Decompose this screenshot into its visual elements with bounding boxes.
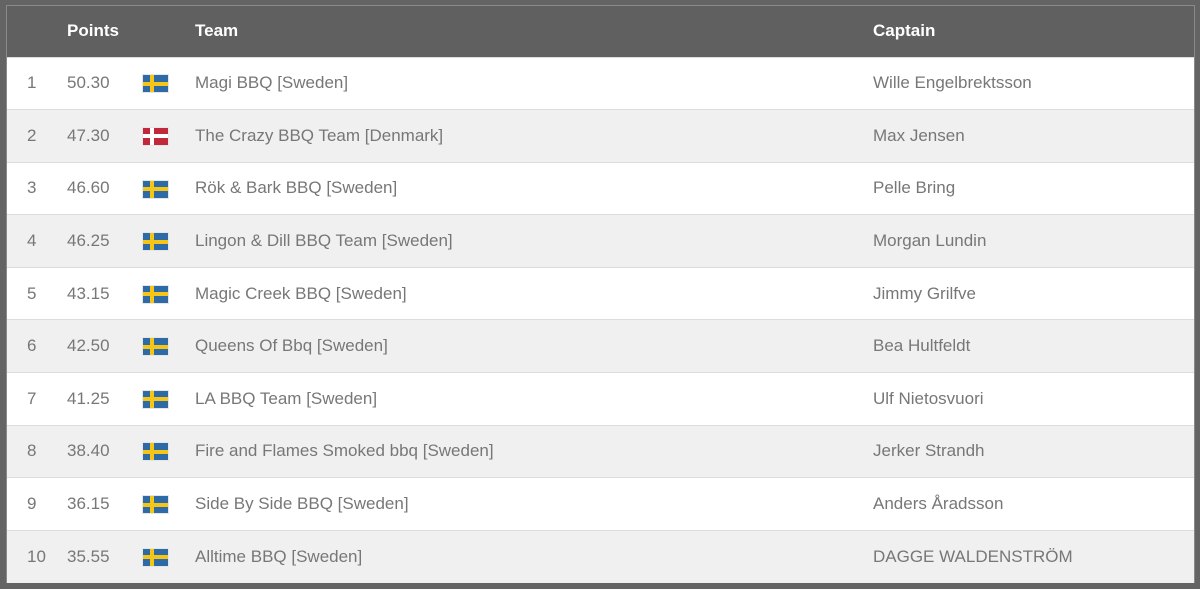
points-cell: 47.30 bbox=[67, 125, 110, 145]
captain-cell: Morgan Lundin bbox=[873, 231, 987, 251]
denmark-flag-icon bbox=[143, 127, 168, 145]
captain-cell: Bea Hultfeldt bbox=[873, 336, 971, 356]
table-row[interactable]: 8 38.40 Fire and Flames Smoked bbq [Sweden… bbox=[7, 425, 1194, 478]
points-cell: 41.25 bbox=[67, 388, 110, 408]
rank-cell: 10 bbox=[27, 546, 46, 566]
standings-table: Points Team Captain 1 50.30 Magi BBQ [Swed… bbox=[7, 6, 1194, 583]
table-row[interactable]: 1 50.30 Magi BBQ [Sweden] Wille Engelbrekts… bbox=[7, 57, 1194, 110]
team-cell: The Crazy BBQ Team [Denmark] bbox=[195, 125, 444, 145]
rank-cell: 3 bbox=[27, 178, 37, 198]
sweden-flag-icon bbox=[143, 496, 168, 514]
flag-cell bbox=[143, 320, 195, 373]
team-cell: Alltime BBQ [Sweden] bbox=[195, 546, 363, 566]
points-cell: 46.25 bbox=[67, 231, 110, 251]
rank-cell: 5 bbox=[27, 283, 37, 303]
flag-cell bbox=[143, 530, 195, 583]
captain-cell: DAGGE WALDENSTRÖM bbox=[873, 546, 1073, 566]
points-cell: 35.55 bbox=[67, 546, 110, 566]
rank-cell: 1 bbox=[27, 73, 37, 93]
rank-cell: 9 bbox=[27, 494, 37, 514]
table-row[interactable]: 7 41.25 LA BBQ Team [Sweden] Ulf Nietosvuor… bbox=[7, 372, 1194, 426]
points-cell: 50.30 bbox=[67, 73, 110, 93]
table-header-row: Points Team Captain bbox=[7, 6, 1194, 57]
captain-cell: Anders Åradsson bbox=[873, 494, 1004, 514]
points-cell: 36.15 bbox=[67, 494, 110, 514]
flag-cell bbox=[143, 425, 195, 478]
header-flag bbox=[143, 6, 195, 57]
rank-cell: 4 bbox=[27, 231, 37, 251]
sweden-flag-icon bbox=[143, 75, 168, 93]
team-cell: Rök & Bark BBQ [Sweden] bbox=[195, 178, 398, 198]
header-captain[interactable]: Captain bbox=[873, 21, 936, 41]
table-row[interactable]: 5 43.15 Magic Creek BBQ [Sweden] Jimmy Gril… bbox=[7, 267, 1194, 320]
standings-table-container: Points Team Captain 1 50.30 Magi BBQ [Swed… bbox=[6, 5, 1195, 583]
team-cell: Queens Of Bbq [Sweden] bbox=[195, 336, 388, 356]
points-cell: 46.60 bbox=[67, 178, 110, 198]
header-team[interactable]: Team bbox=[195, 21, 239, 41]
table-row[interactable]: 9 36.15 Side By Side BBQ [Sweden] Anders År… bbox=[7, 477, 1194, 531]
table-row[interactable]: 4 46.25 Lingon & Dill BBQ Team [Sweden] Mor… bbox=[7, 214, 1194, 268]
table-row[interactable]: 10 35.55 Alltime BBQ [Sweden] DAGGE WALDENS… bbox=[7, 530, 1194, 583]
table-row[interactable]: 2 47.30 The Crazy BBQ Team [Denmark] Max Je… bbox=[7, 109, 1194, 163]
captain-cell: Wille Engelbrektsson bbox=[873, 73, 1032, 93]
points-cell: 43.15 bbox=[67, 283, 110, 303]
flag-cell bbox=[143, 215, 195, 268]
table-row[interactable]: 3 46.60 Rök & Bark BBQ [Sweden] Pelle Bring bbox=[7, 162, 1194, 215]
flag-cell bbox=[143, 267, 195, 320]
sweden-flag-icon bbox=[143, 338, 168, 356]
flag-cell bbox=[143, 478, 195, 531]
flag-cell bbox=[143, 373, 195, 426]
team-cell: Magi BBQ [Sweden] bbox=[195, 73, 349, 93]
rank-cell: 7 bbox=[27, 388, 37, 408]
captain-cell: Max Jensen bbox=[873, 125, 965, 145]
flag-cell bbox=[143, 162, 195, 215]
table-row[interactable]: 6 42.50 Queens Of Bbq [Sweden] Bea Hultfeld… bbox=[7, 319, 1194, 373]
rank-cell: 8 bbox=[27, 441, 37, 461]
header-rank bbox=[7, 6, 67, 57]
sweden-flag-icon bbox=[143, 180, 168, 198]
sweden-flag-icon bbox=[143, 443, 168, 461]
sweden-flag-icon bbox=[143, 285, 168, 303]
team-cell: Fire and Flames Smoked bbq [Sweden] bbox=[195, 441, 494, 461]
team-cell: Side By Side BBQ [Sweden] bbox=[195, 494, 409, 514]
team-cell: Magic Creek BBQ [Sweden] bbox=[195, 283, 407, 303]
captain-cell: Pelle Bring bbox=[873, 178, 956, 198]
sweden-flag-icon bbox=[143, 390, 168, 408]
points-cell: 38.40 bbox=[67, 441, 110, 461]
captain-cell: Ulf Nietosvuori bbox=[873, 388, 984, 408]
points-cell: 42.50 bbox=[67, 336, 110, 356]
rank-cell: 2 bbox=[27, 125, 37, 145]
flag-cell bbox=[143, 110, 195, 163]
sweden-flag-icon bbox=[143, 548, 168, 566]
header-points[interactable]: Points bbox=[67, 21, 119, 41]
rank-cell: 6 bbox=[27, 336, 37, 356]
team-cell: Lingon & Dill BBQ Team [Sweden] bbox=[195, 231, 453, 251]
team-cell: LA BBQ Team [Sweden] bbox=[195, 388, 378, 408]
captain-cell: Jerker Strandh bbox=[873, 441, 985, 461]
captain-cell: Jimmy Grilfve bbox=[873, 283, 976, 303]
flag-cell bbox=[143, 57, 195, 110]
sweden-flag-icon bbox=[143, 233, 168, 251]
